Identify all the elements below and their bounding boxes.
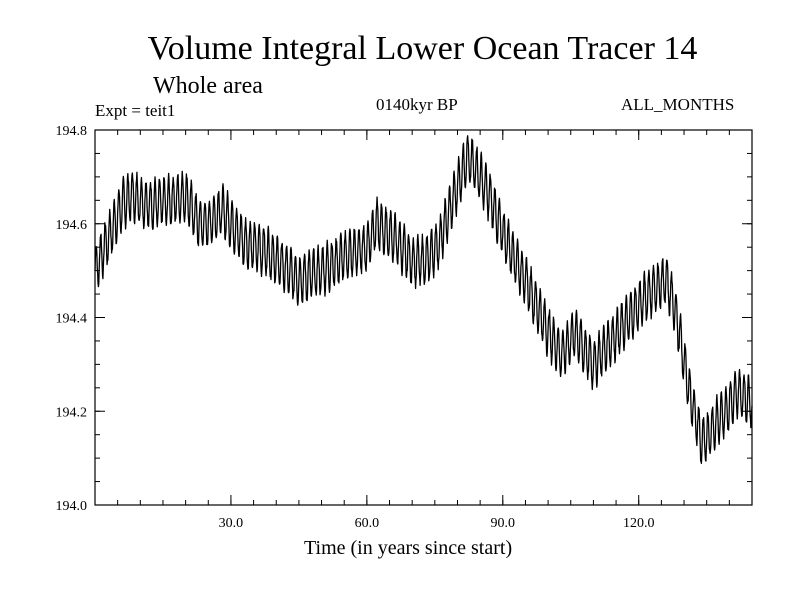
y-tick-label: 194.2 [56, 405, 88, 420]
x-tick-label: 90.0 [491, 516, 516, 531]
months-label: ALL_MONTHS [621, 95, 735, 114]
x-tick-label: 120.0 [623, 516, 655, 531]
series-line-tracer-14 [94, 135, 753, 465]
axis-ticks: 30.0 60.0 90.0 120.0 194.0 194.2 194.4 194.6 194… [56, 124, 752, 531]
y-tick-label: 194.6 [56, 218, 88, 233]
x-axis-label: Time (in years since start) [304, 537, 513, 559]
chart-title: Volume Integral Lower Ocean Tracer 14 [147, 30, 698, 67]
y-tick-label: 194.0 [56, 499, 88, 514]
plot-frame [94, 129, 753, 506]
y-tick-label: 194.4 [56, 312, 88, 327]
x-tick-label: 60.0 [355, 516, 380, 531]
series-layer [94, 135, 753, 465]
chart-subtitle: Whole area [153, 73, 263, 99]
experiment-label: Expt = teit1 [95, 101, 176, 120]
period-label: 0140kyr BP [376, 95, 458, 114]
y-tick-label: 194.8 [56, 124, 88, 139]
x-tick-label: 30.0 [219, 516, 244, 531]
